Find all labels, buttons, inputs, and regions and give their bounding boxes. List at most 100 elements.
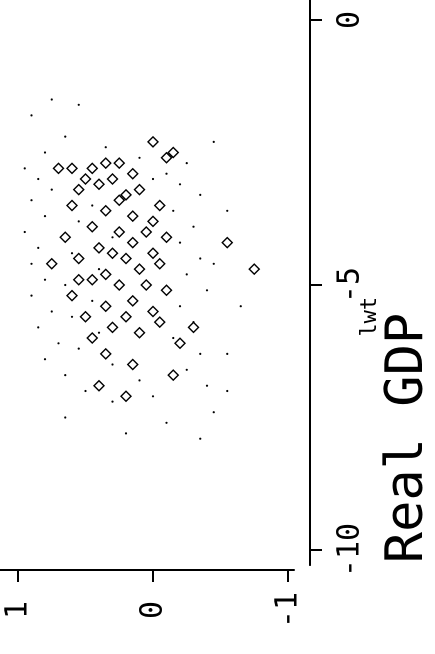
dot-point-4	[212, 140, 215, 143]
dot-point-47	[111, 363, 114, 366]
dot-point-40	[37, 326, 40, 329]
dot-point-38	[70, 315, 74, 318]
diamond-point-11	[93, 178, 105, 191]
dot-point-23	[111, 236, 114, 239]
chart-title: Real GDP	[375, 313, 435, 563]
diamond-point-25	[93, 241, 105, 254]
dot-point-25	[37, 246, 40, 249]
diamond-point-37	[160, 284, 173, 297]
diamond-point-33	[99, 268, 112, 281]
dot-point-13	[178, 183, 182, 186]
x-tick-label-0: -10	[332, 523, 367, 577]
dot-point-58	[124, 432, 128, 435]
diamond-point-34	[86, 273, 99, 286]
diamond-point-10	[106, 173, 119, 185]
dot-point-6	[43, 151, 47, 154]
dot-point-12	[151, 177, 155, 181]
dot-point-19	[43, 215, 47, 218]
dot-point-59	[199, 437, 202, 440]
diamond-point-13	[120, 188, 132, 201]
dot-point-44	[77, 347, 80, 350]
dot-point-48	[185, 368, 188, 371]
diamond-point-29	[120, 252, 132, 265]
diamond-point-51	[167, 369, 180, 382]
dot-point-3	[64, 135, 67, 138]
diamond-point-14	[66, 199, 78, 212]
dot-point-28	[30, 262, 33, 265]
diamond-point-49	[99, 347, 112, 360]
diamond-point-21	[140, 226, 153, 238]
diamond-point-59	[72, 273, 85, 286]
diamond-point-45	[106, 321, 119, 334]
dot-point-20	[77, 220, 80, 223]
diamond-point-31	[45, 257, 58, 270]
dot-point-24	[178, 241, 182, 244]
x-tick-label-2: 0	[332, 11, 367, 29]
dot-point-18	[172, 209, 175, 212]
dot-point-33	[205, 289, 209, 292]
dot-point-14	[50, 188, 53, 191]
diamond-point-22	[59, 231, 72, 244]
x-axis-label: lwt	[357, 297, 382, 337]
diamond-point-40	[99, 300, 112, 313]
dot-point-36	[178, 305, 182, 308]
diamond-point-24	[126, 236, 139, 249]
dot-point-42	[172, 336, 175, 340]
dot-point-63	[212, 262, 215, 265]
dot-point-43	[57, 342, 60, 345]
diamond-point-41	[147, 305, 159, 318]
dot-point-34	[30, 294, 33, 297]
dot-point-51	[205, 384, 209, 387]
dot-point-0	[50, 98, 53, 101]
diamond-point-0	[147, 135, 159, 148]
diamond-point-27	[147, 247, 159, 260]
dot-point-37	[50, 310, 53, 313]
diamond-point-30	[153, 257, 166, 270]
diamond-point-48	[174, 337, 186, 350]
dot-point-61	[239, 305, 242, 308]
dot-point-27	[199, 257, 202, 260]
dot-point-64	[226, 209, 229, 212]
diamond-point-42	[79, 310, 92, 323]
dot-point-62	[226, 389, 229, 393]
dot-point-49	[64, 374, 67, 377]
x-tick-label-1: -5	[332, 267, 367, 303]
diamond-point-43	[120, 310, 132, 323]
dot-point-2	[30, 114, 33, 117]
dot-point-9	[23, 167, 26, 170]
diamond-point-58	[113, 194, 126, 207]
diamond-point-23	[160, 231, 173, 244]
dot-point-35	[91, 299, 94, 302]
diamond-point-15	[153, 199, 166, 212]
diamond-point-52	[93, 379, 105, 392]
diamond-point-3	[113, 157, 126, 170]
diamond-point-1	[167, 146, 180, 159]
diamond-point-8	[126, 167, 139, 180]
dot-point-7	[138, 156, 141, 159]
diamond-point-47	[86, 332, 99, 344]
dot-point-21	[192, 225, 195, 228]
dot-point-60	[226, 352, 229, 355]
dot-point-15	[199, 193, 202, 196]
diamond-point-18	[147, 215, 159, 228]
dot-point-45	[199, 352, 202, 355]
dot-point-32	[64, 283, 67, 287]
diamond-point-36	[140, 279, 153, 291]
y-tick-label-1: 0	[135, 601, 170, 619]
dot-point-11	[37, 177, 40, 181]
dot-point-16	[30, 199, 33, 202]
diamond-point-39	[126, 294, 139, 307]
diamond-point-44	[153, 316, 166, 329]
dot-point-54	[111, 400, 114, 403]
plot-area	[23, 98, 261, 440]
dot-point-22	[23, 230, 26, 234]
dot-point-52	[84, 389, 87, 393]
dot-point-39	[192, 321, 195, 324]
diamond-point-38	[66, 289, 78, 302]
dot-point-31	[43, 278, 47, 281]
diamond-point-19	[86, 220, 99, 233]
diamond-point-56	[187, 321, 200, 334]
diamond-point-26	[106, 247, 119, 260]
